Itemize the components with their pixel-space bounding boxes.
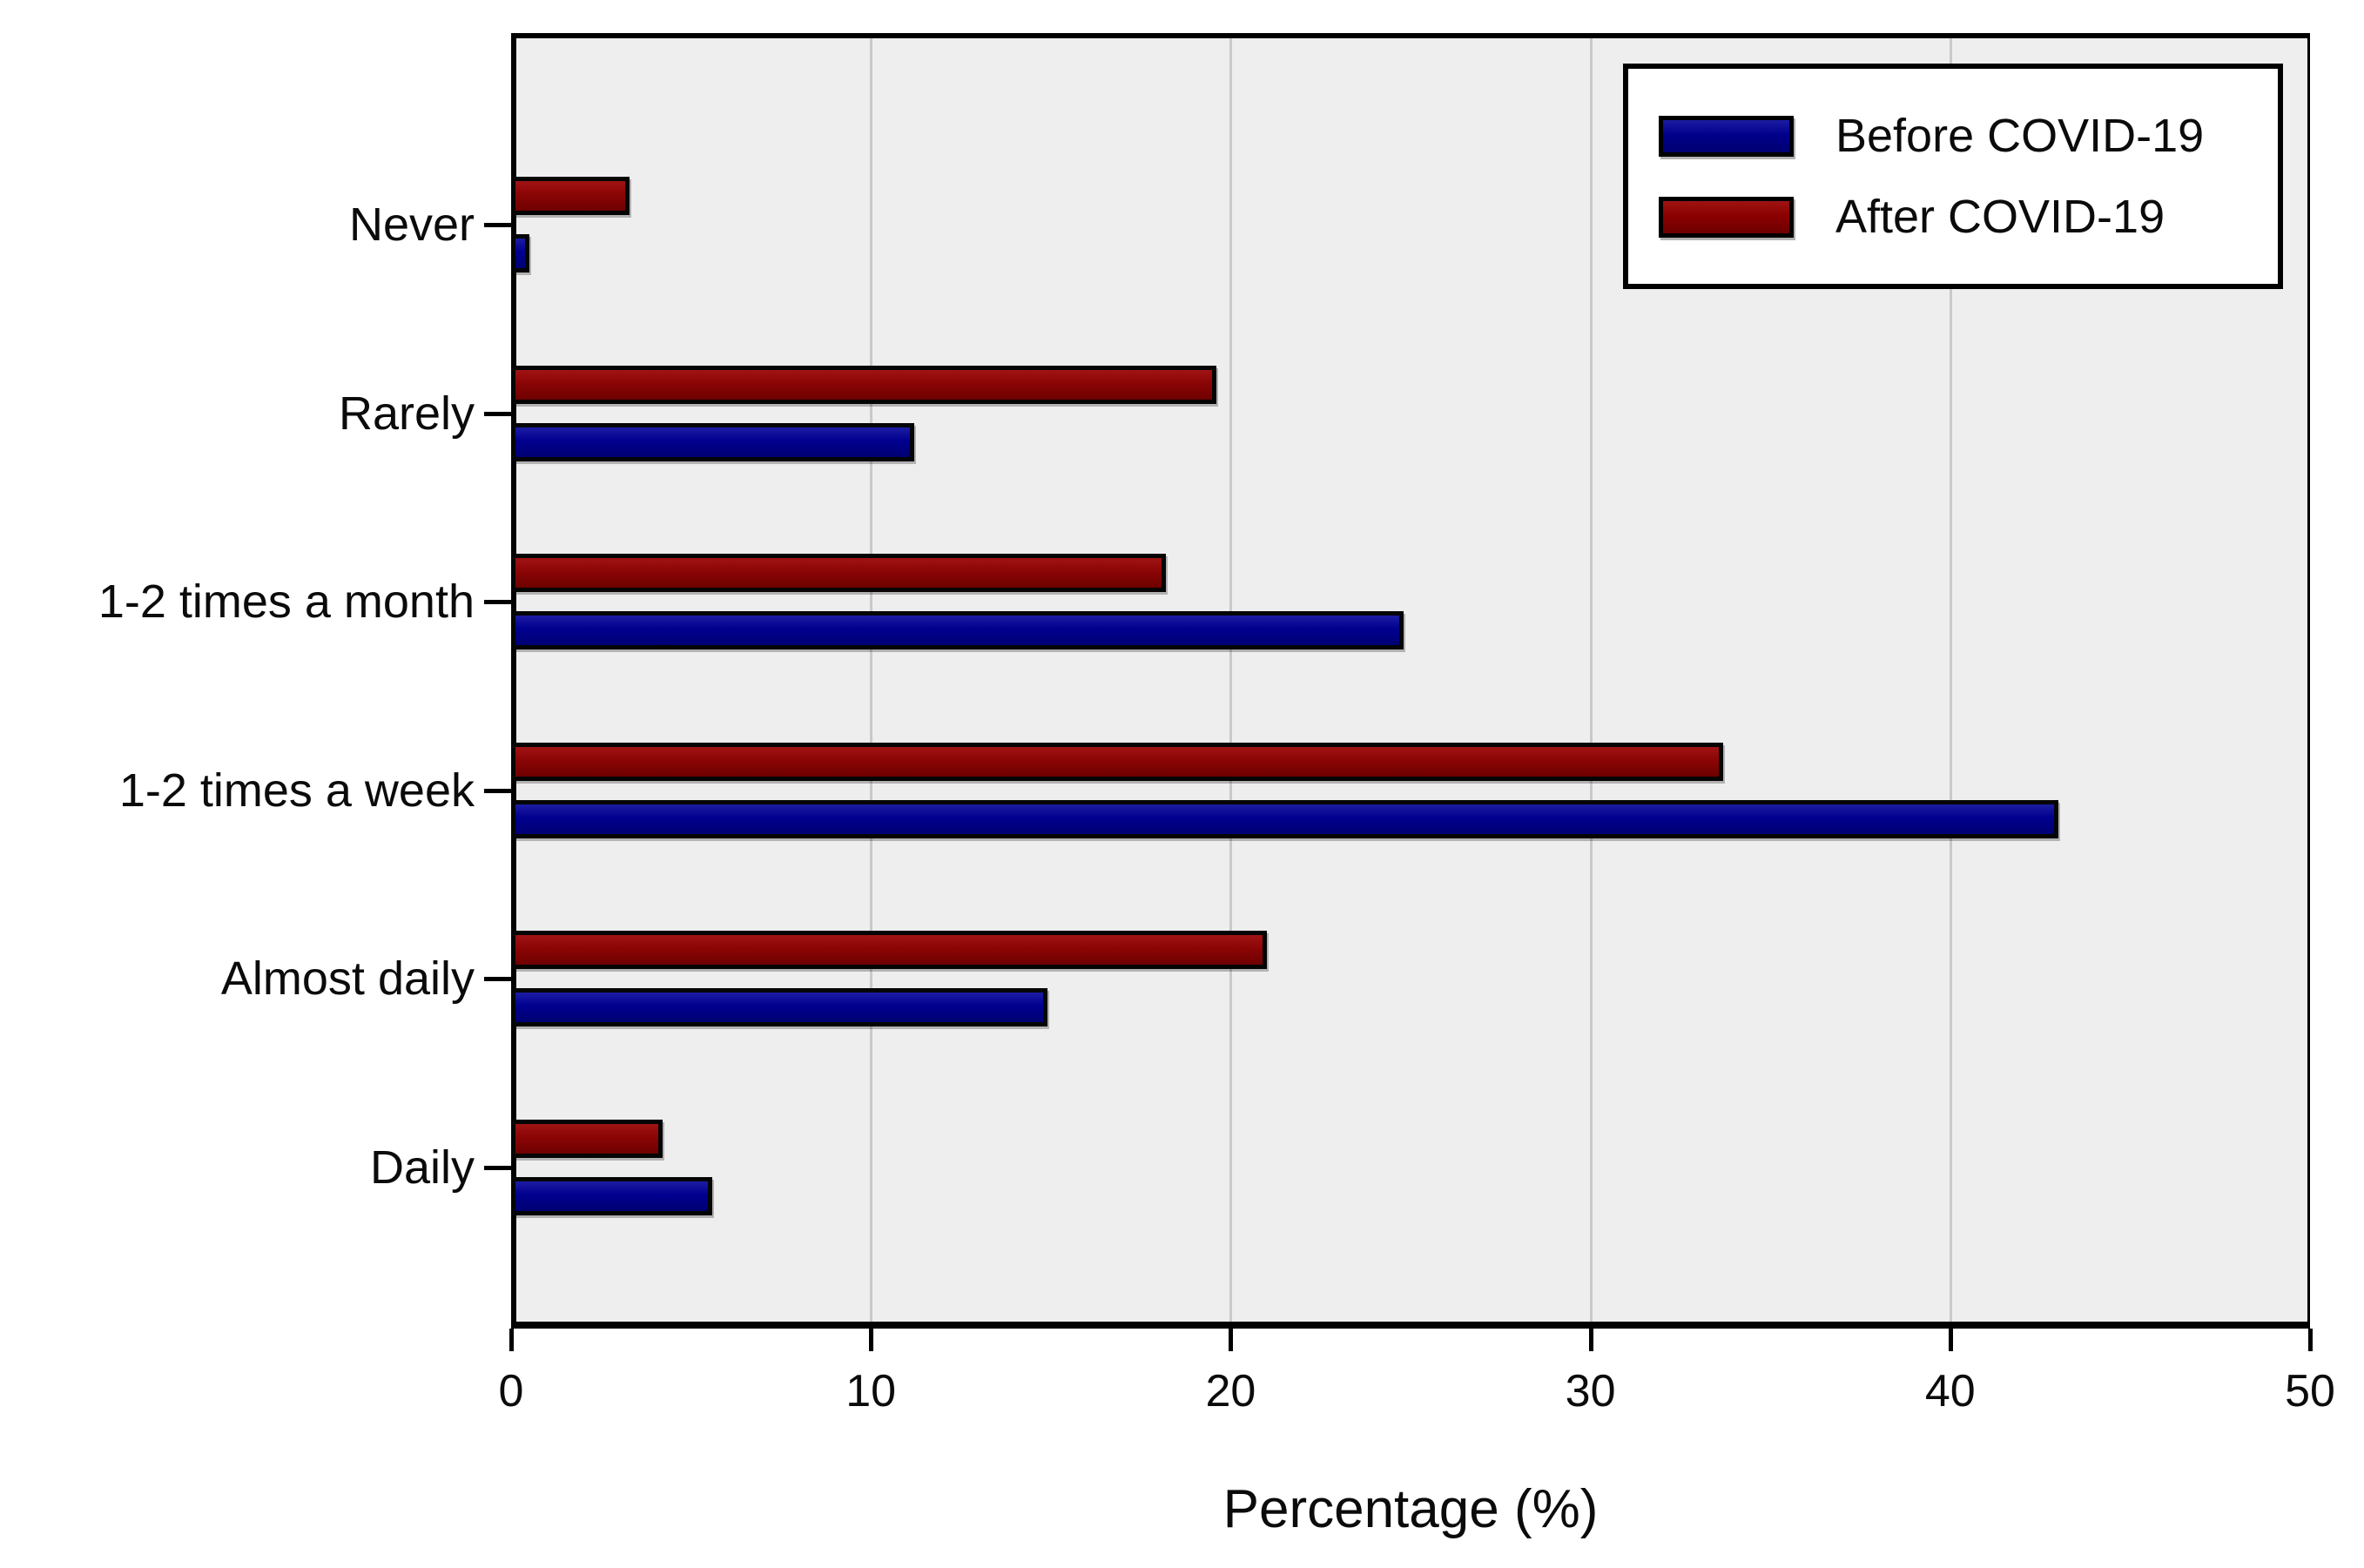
x-tick-label: 50 <box>2285 1366 2335 1417</box>
legend-label-before: Before COVID-19 <box>1835 110 2205 162</box>
x-tick-label: 0 <box>498 1366 524 1417</box>
y-axis-tick <box>484 223 511 227</box>
legend-label-after: After COVID-19 <box>1835 191 2165 243</box>
category-label: 1-2 times a month <box>98 575 475 629</box>
bar-before-covid-19 <box>511 1177 713 1215</box>
x-axis-tick <box>1229 1329 1234 1351</box>
x-axis-tick <box>509 1329 514 1351</box>
bar-before-covid-19 <box>511 799 2058 838</box>
y-axis-tick <box>484 1166 511 1170</box>
bar-before-covid-19 <box>511 988 1047 1027</box>
bar-after-covid-19 <box>511 365 1216 404</box>
bar-before-covid-19 <box>511 234 529 273</box>
category-label: Daily <box>369 1141 475 1194</box>
category-label: Almost daily <box>220 952 475 1006</box>
y-axis-tick <box>484 411 511 416</box>
category-label: 1-2 times a week <box>118 764 475 817</box>
x-tick-label: 10 <box>845 1366 897 1417</box>
x-tick-label: 30 <box>1565 1366 1616 1417</box>
legend-item-after: After COVID-19 <box>1659 191 2165 243</box>
bar-after-covid-19 <box>511 554 1167 593</box>
legend: Before COVID-19 After COVID-19 <box>1623 64 2283 289</box>
legend-swatch-before-icon <box>1659 115 1794 157</box>
x-axis-tick <box>1948 1329 1953 1351</box>
legend-swatch-after-icon <box>1659 196 1794 238</box>
x-axis-tick <box>1588 1329 1593 1351</box>
y-axis-tick <box>484 788 511 793</box>
y-axis-tick <box>484 600 511 605</box>
bar-after-covid-19 <box>511 1120 663 1158</box>
y-axis-tick <box>484 977 511 982</box>
legend-item-before: Before COVID-19 <box>1659 110 2204 162</box>
x-tick-label: 40 <box>1924 1366 1976 1417</box>
x-axis-title: Percentage (%) <box>1222 1479 1599 1539</box>
gridline <box>870 38 873 1322</box>
bar-after-covid-19 <box>511 742 1724 781</box>
x-axis-tick <box>2308 1329 2313 1351</box>
gridline <box>1949 38 1952 1322</box>
x-axis-tick <box>869 1329 874 1351</box>
bar-before-covid-19 <box>511 422 914 461</box>
x-tick-label: 20 <box>1205 1366 1256 1417</box>
bar-after-covid-19 <box>511 177 630 215</box>
bar-after-covid-19 <box>511 931 1267 970</box>
bar-before-covid-19 <box>511 611 1404 650</box>
category-label: Rarely <box>338 387 475 440</box>
gridline <box>1229 38 1233 1322</box>
category-label: Never <box>348 199 475 251</box>
gridline <box>1589 38 1593 1322</box>
